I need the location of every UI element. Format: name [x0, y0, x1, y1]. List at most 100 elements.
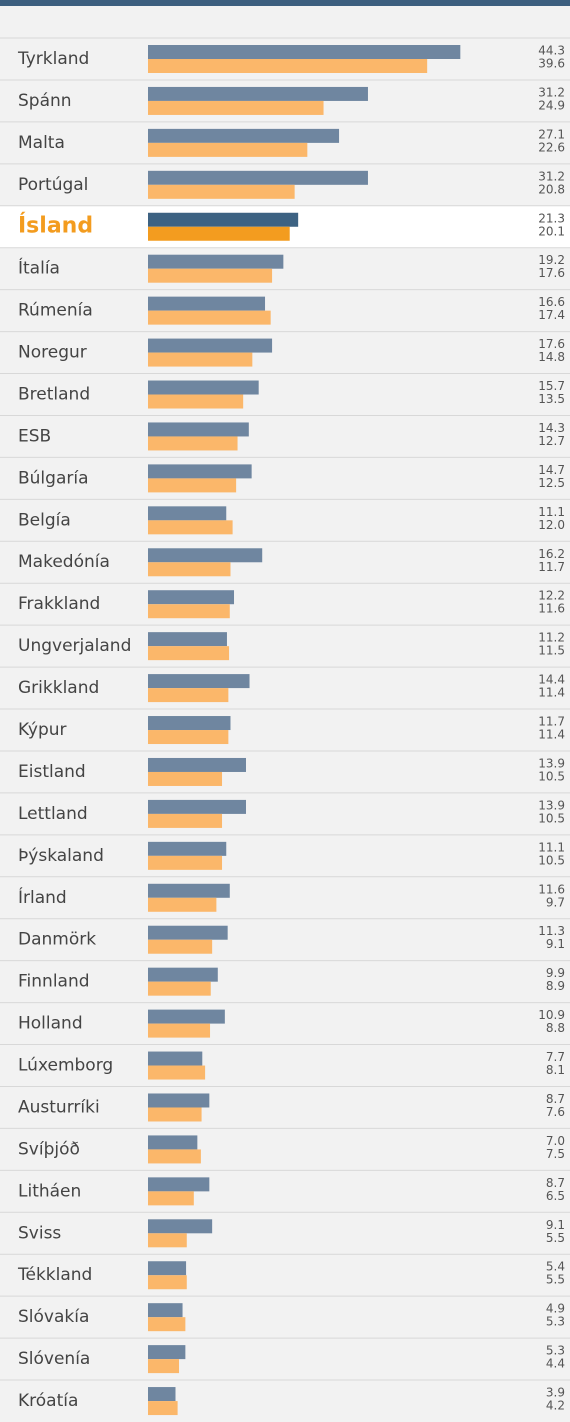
value-label: 7.6	[546, 1105, 565, 1119]
value-label: 14.3	[538, 421, 565, 435]
bar	[148, 674, 250, 689]
bar	[148, 520, 233, 535]
bar	[148, 688, 229, 703]
bar	[148, 1191, 194, 1206]
bar	[148, 352, 253, 367]
category-label: Slóvenía	[18, 1349, 90, 1369]
bar	[148, 590, 235, 605]
value-label: 14.4	[538, 673, 565, 687]
bar	[148, 464, 252, 479]
bar	[148, 925, 228, 940]
value-label: 9.1	[546, 1218, 565, 1232]
value-label: 5.4	[546, 1260, 565, 1274]
category-label: Finnland	[18, 972, 90, 992]
bar	[148, 562, 231, 577]
bar	[148, 380, 259, 395]
bar	[148, 86, 368, 101]
category-label: Portúgal	[18, 175, 88, 195]
category-label: Króatía	[18, 1391, 78, 1411]
bar	[148, 226, 290, 241]
value-label: 13.9	[538, 798, 565, 812]
bar	[148, 967, 218, 982]
category-label: Bretland	[18, 384, 90, 404]
value-label: 11.1	[538, 840, 565, 854]
value-label: 8.8	[546, 1021, 565, 1035]
bar	[148, 1275, 187, 1290]
value-label: 11.4	[538, 686, 565, 700]
value-label: 5.3	[546, 1315, 565, 1329]
value-label: 17.4	[538, 308, 565, 322]
value-label: 4.9	[546, 1302, 565, 1316]
bar	[148, 716, 231, 731]
category-label: Kýpur	[18, 720, 67, 740]
value-label: 13.5	[538, 392, 565, 406]
bar	[148, 771, 223, 786]
value-label: 16.6	[538, 295, 565, 309]
value-label: 10.5	[538, 853, 565, 867]
value-label: 12.5	[538, 476, 565, 490]
bar	[148, 296, 266, 311]
value-label: 9.9	[546, 966, 565, 980]
value-label: 21.3	[538, 211, 565, 225]
value-label: 17.6	[538, 337, 565, 351]
bar	[148, 1051, 203, 1066]
category-label: Tyrkland	[17, 49, 89, 69]
value-label: 10.5	[538, 769, 565, 783]
value-label: 39.6	[538, 57, 565, 71]
bar	[148, 841, 227, 856]
bar	[148, 1387, 176, 1402]
value-label: 4.4	[546, 1357, 565, 1371]
value-label: 4.2	[546, 1399, 565, 1413]
value-label: 19.2	[538, 253, 565, 267]
value-label: 11.5	[538, 644, 565, 658]
bar	[148, 1023, 211, 1038]
category-label: Ítalía	[18, 257, 60, 279]
category-label: ESB	[18, 426, 51, 446]
category-label: Eistland	[18, 762, 86, 782]
value-label: 31.2	[538, 85, 565, 99]
category-label: Lúxemborg	[18, 1056, 113, 1076]
bar	[148, 1219, 213, 1234]
bar	[148, 730, 229, 745]
bar	[148, 45, 461, 59]
value-label: 15.7	[538, 379, 565, 393]
value-label: 17.6	[538, 266, 565, 280]
value-label: 16.2	[538, 547, 565, 561]
bar	[148, 310, 271, 325]
bar	[148, 1345, 186, 1360]
value-label: 3.9	[546, 1386, 565, 1400]
value-label: 8.7	[546, 1092, 565, 1106]
bar	[148, 981, 211, 996]
value-label: 11.7	[538, 560, 565, 574]
value-label: 22.6	[538, 140, 565, 154]
bar	[148, 1177, 210, 1192]
value-label: 9.1	[546, 937, 565, 951]
category-label: Þýskaland	[18, 846, 104, 866]
value-label: 10.9	[538, 1008, 565, 1022]
value-label: 20.8	[538, 182, 565, 196]
bar	[148, 1303, 183, 1318]
value-label: 13.9	[538, 756, 565, 770]
category-label: Danmörk	[18, 930, 96, 950]
bar	[148, 883, 230, 898]
bar	[148, 478, 237, 493]
bar	[148, 254, 284, 269]
value-label: 20.1	[538, 224, 565, 238]
category-label: Tékkland	[17, 1265, 92, 1285]
category-label: Malta	[18, 133, 65, 153]
bar	[148, 604, 230, 619]
category-label: Belgía	[18, 510, 71, 530]
value-label: 6.5	[546, 1189, 565, 1203]
bar	[148, 1149, 201, 1164]
value-label: 8.1	[546, 1063, 565, 1077]
value-label: 11.3	[538, 924, 565, 938]
value-label: 5.5	[546, 1231, 565, 1245]
bar	[148, 170, 368, 185]
value-label: 12.7	[538, 434, 565, 448]
bar	[148, 1093, 210, 1108]
value-label: 44.3	[538, 44, 565, 58]
value-label: 10.5	[538, 811, 565, 825]
value-label: 24.9	[538, 98, 565, 112]
value-label: 14.7	[538, 463, 565, 477]
